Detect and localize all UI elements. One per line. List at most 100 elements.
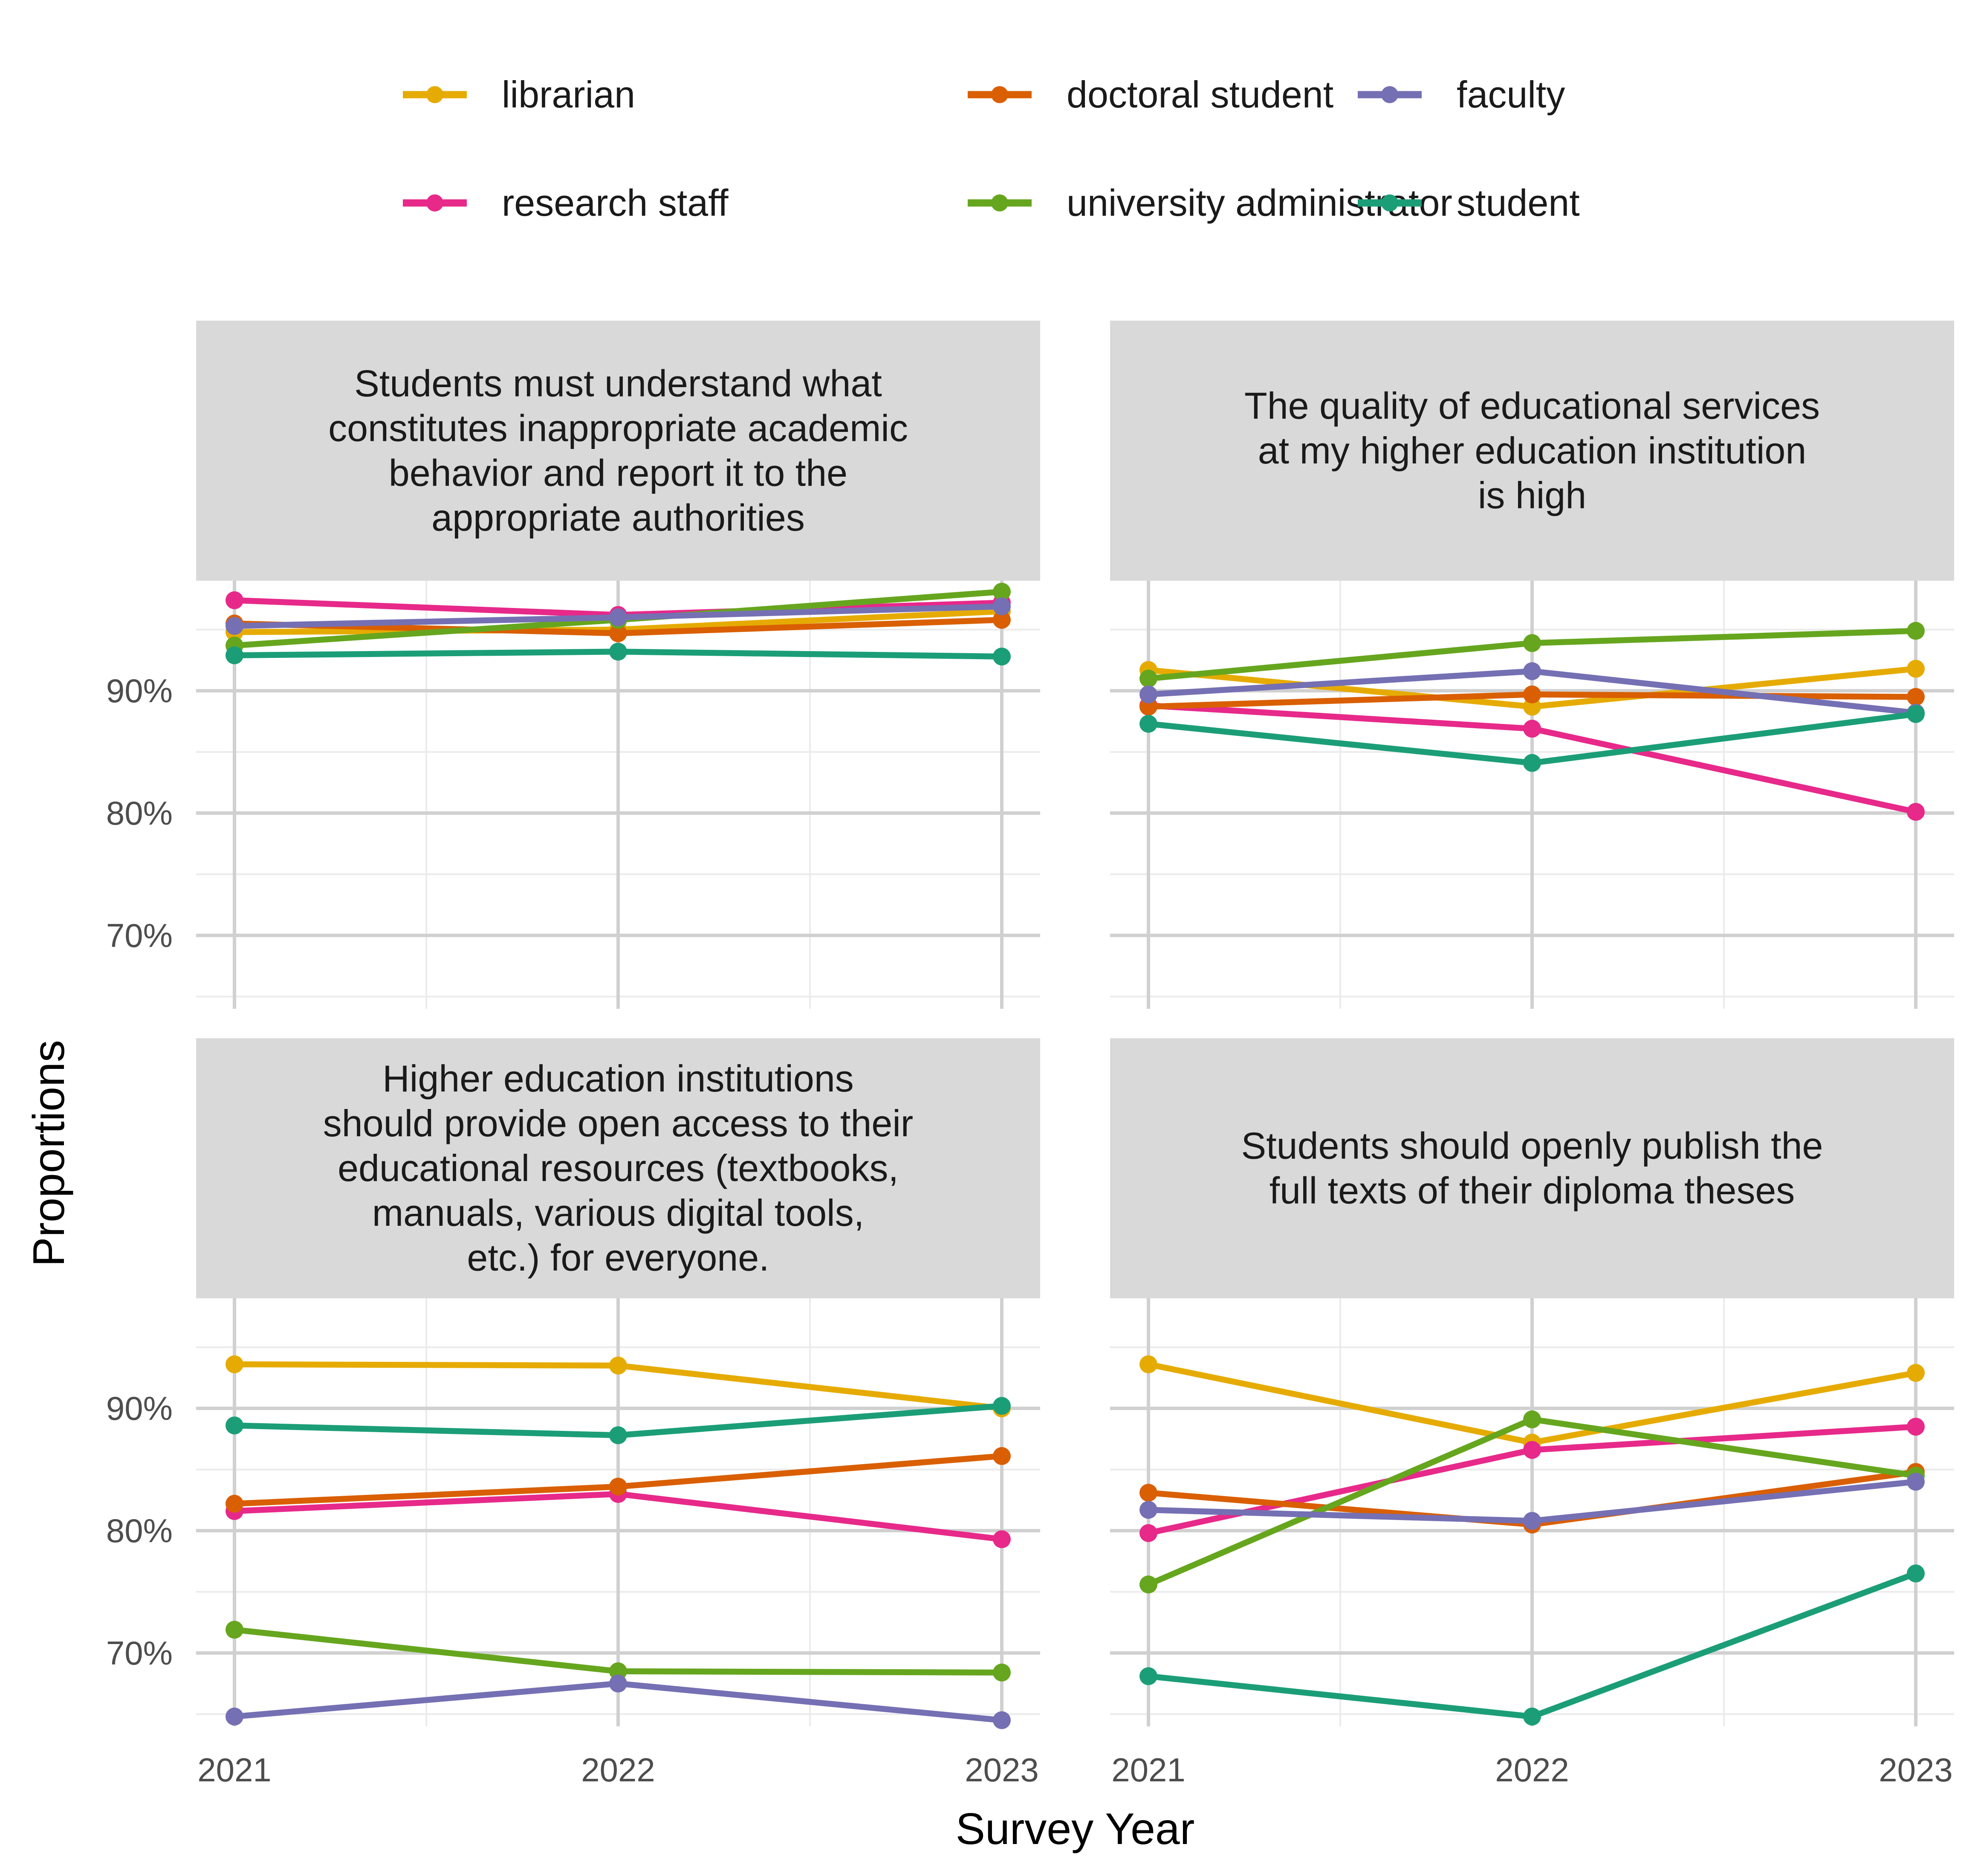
x-axis-title: Survey Year	[956, 1804, 1195, 1854]
legend: librarian research staff doctoral student u…	[403, 73, 1580, 224]
data-point	[609, 624, 627, 643]
data-point	[1523, 1441, 1541, 1459]
data-point	[226, 591, 243, 609]
facet-title-line: manuals, various digital tools,	[372, 1192, 864, 1234]
legend-label: student	[1457, 182, 1580, 224]
legend-item: student	[1358, 182, 1580, 224]
y-tick-label: 90%	[106, 1390, 173, 1427]
data-point	[1139, 715, 1157, 733]
data-point	[226, 646, 243, 664]
y-axis-title: Proportions	[24, 1040, 74, 1267]
data-point	[1139, 669, 1157, 688]
data-point	[1523, 720, 1541, 738]
facet-title-line: at my higher education institution	[1258, 429, 1807, 472]
facet-title-line: full texts of their diploma theses	[1270, 1170, 1795, 1212]
y-tick-label: 90%	[106, 672, 173, 709]
facet-title-line: should provide open access to their	[323, 1102, 913, 1144]
data-point	[1139, 1501, 1157, 1519]
legend-key-marker	[426, 194, 443, 211]
data-point	[609, 1426, 627, 1445]
facet-title-line: Higher education institutions	[382, 1057, 854, 1100]
y-tick-label: 80%	[106, 1512, 173, 1549]
y-tick-label: 70%	[106, 917, 173, 954]
data-point	[1907, 803, 1925, 821]
series-faculty	[226, 1674, 1011, 1729]
legend-label: faculty	[1457, 73, 1565, 116]
x-tick-label: 2023	[1879, 1751, 1953, 1789]
data-point	[226, 1621, 243, 1639]
x-tick-label: 2022	[1495, 1751, 1569, 1789]
facet-strip	[1110, 1038, 1954, 1298]
data-point	[1523, 754, 1541, 772]
data-point	[609, 608, 627, 627]
data-point	[226, 1355, 243, 1373]
data-point	[1523, 1708, 1541, 1726]
data-point	[1523, 634, 1541, 652]
data-point	[609, 1674, 627, 1693]
data-point	[609, 643, 627, 661]
y-tick-label: 70%	[106, 1634, 173, 1672]
legend-key-marker	[991, 86, 1008, 103]
data-point	[1907, 1564, 1925, 1583]
data-point	[993, 647, 1011, 666]
data-point	[1139, 1524, 1157, 1542]
data-point	[609, 1477, 627, 1496]
data-point	[1139, 1575, 1157, 1594]
series-faculty	[1139, 1473, 1925, 1530]
data-point	[993, 597, 1011, 616]
legend-key-marker	[1381, 194, 1398, 211]
facet-title-line: etc.) for everyone.	[467, 1236, 769, 1279]
data-point	[1523, 1410, 1541, 1428]
legend-label: librarian	[502, 73, 635, 116]
y-tick-label: 80%	[106, 794, 173, 832]
series-student	[1139, 705, 1925, 772]
data-point	[993, 611, 1011, 629]
facet-title-line: constitutes inappropriate academic	[328, 407, 908, 449]
data-point	[1523, 1512, 1541, 1530]
data-point	[1907, 688, 1925, 706]
x-tick-label: 2021	[1111, 1751, 1186, 1789]
legend-key-marker	[1381, 86, 1398, 103]
data-point	[993, 1711, 1011, 1729]
data-point	[1139, 1484, 1157, 1502]
series-university-administrator	[1139, 622, 1925, 688]
legend-item: university administrator	[968, 182, 1452, 224]
legend-label: research staff	[502, 182, 729, 224]
data-point	[1139, 1355, 1157, 1373]
data-point	[1523, 662, 1541, 680]
panels: Students must understand whatconstitutes…	[106, 321, 1954, 1789]
facet-panel: Students must understand whatconstitutes…	[106, 321, 1040, 1009]
data-point	[993, 1447, 1011, 1465]
x-tick-label: 2021	[197, 1751, 272, 1789]
data-point	[993, 1530, 1011, 1549]
data-point	[226, 1708, 243, 1726]
data-point	[1907, 1364, 1925, 1382]
series-student	[1139, 1564, 1925, 1726]
facet-title-line: appropriate authorities	[431, 497, 805, 539]
x-tick-label: 2022	[581, 1751, 655, 1789]
facet-strip	[196, 321, 1040, 581]
facet-strip	[1110, 321, 1954, 581]
data-point	[1907, 705, 1925, 723]
series-student	[226, 1397, 1011, 1445]
data-point	[993, 582, 1011, 601]
legend-item: research staff	[403, 182, 729, 224]
data-point	[226, 617, 243, 635]
legend-key-marker	[426, 86, 443, 103]
data-point	[1907, 660, 1925, 678]
data-point	[1907, 622, 1925, 640]
data-point	[1907, 1473, 1925, 1491]
legend-key-marker	[991, 194, 1008, 211]
series-faculty	[226, 597, 1011, 635]
x-tick-label: 2023	[965, 1751, 1039, 1789]
facet-title-line: behavior and report it to the	[389, 452, 847, 494]
data-point	[1139, 1667, 1157, 1685]
data-point	[226, 1416, 243, 1435]
legend-item: faculty	[1358, 73, 1565, 116]
data-point	[993, 1397, 1011, 1415]
legend-label: doctoral student	[1067, 73, 1333, 116]
